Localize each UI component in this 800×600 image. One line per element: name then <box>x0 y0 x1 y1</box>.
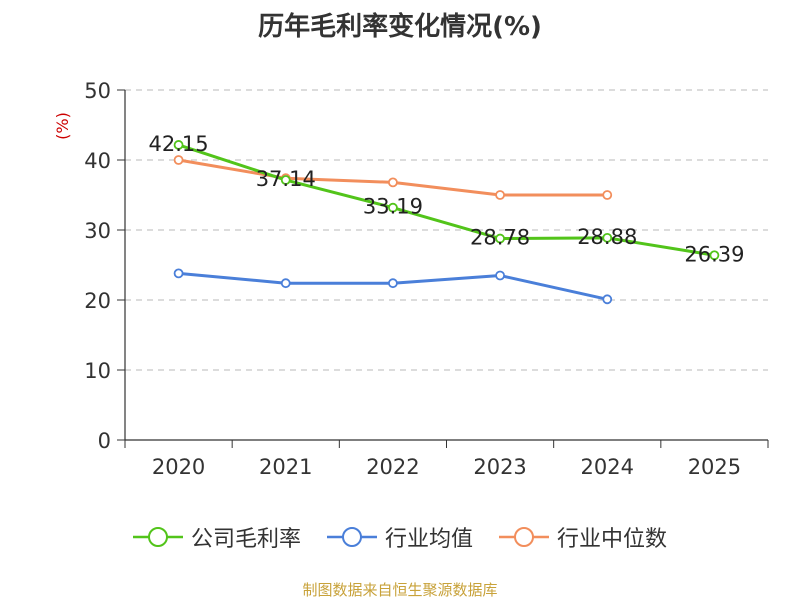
data-point <box>173 268 184 279</box>
chart-title: 历年毛利率变化情况(%) <box>258 12 542 42</box>
data-point <box>388 177 398 188</box>
data-point <box>173 140 184 150</box>
data-point <box>602 232 613 243</box>
legend-item-industry-mean[interactable]: 行业均值 <box>326 521 473 553</box>
data-point <box>388 278 398 289</box>
x-tick-label: 2021 <box>259 455 312 479</box>
x-tick-label: 2022 <box>366 455 419 479</box>
y-axis-label: (%) <box>53 112 72 140</box>
data-point <box>495 270 505 281</box>
x-tick-label: 2025 <box>688 455 741 479</box>
legend-swatch-company-icon <box>132 527 183 547</box>
x-tick-label: 2024 <box>581 455 634 479</box>
data-point <box>173 155 184 165</box>
x-tick-label: 2020 <box>152 455 205 479</box>
y-tick-label: 10 <box>84 359 111 383</box>
data-label: 33.19 <box>363 195 423 219</box>
legend-label-industry-median: 行业中位数 <box>557 527 668 552</box>
legend-item-industry-median[interactable]: 行业中位数 <box>499 521 667 553</box>
data-point <box>495 233 505 244</box>
data-label: 28.88 <box>577 225 637 249</box>
y-tick-label: 0 <box>98 429 111 453</box>
data-point <box>602 190 613 200</box>
data-point <box>709 250 720 261</box>
data-point <box>280 175 291 185</box>
legend-swatch-industry-median-icon <box>499 527 549 547</box>
data-label: 26.39 <box>684 242 744 266</box>
y-tick-label: 40 <box>84 149 111 173</box>
legend-swatch-industry-mean-icon <box>326 527 377 547</box>
x-tick-label: 2023 <box>473 455 526 479</box>
data-point <box>388 202 398 213</box>
data-label: 28.78 <box>470 226 530 250</box>
data-point <box>495 190 505 200</box>
data-label: 37.14 <box>256 167 316 191</box>
data-source-note: 制图数据来自恒生聚源数据库 <box>302 581 498 599</box>
data-point <box>280 278 291 289</box>
y-tick-label: 50 <box>84 79 111 103</box>
legend-label-company: 公司毛利率 <box>190 527 301 552</box>
y-tick-label: 20 <box>84 289 111 313</box>
chart-legend: 公司毛利率 行业均值 行业中位数 <box>0 520 800 554</box>
data-point <box>602 294 613 305</box>
y-tick-label: 30 <box>84 219 111 243</box>
data-label: 42.15 <box>149 132 209 156</box>
legend-item-company[interactable]: 公司毛利率 <box>132 521 301 553</box>
series-line <box>178 143 715 257</box>
legend-label-industry-mean: 行业均值 <box>384 527 473 552</box>
